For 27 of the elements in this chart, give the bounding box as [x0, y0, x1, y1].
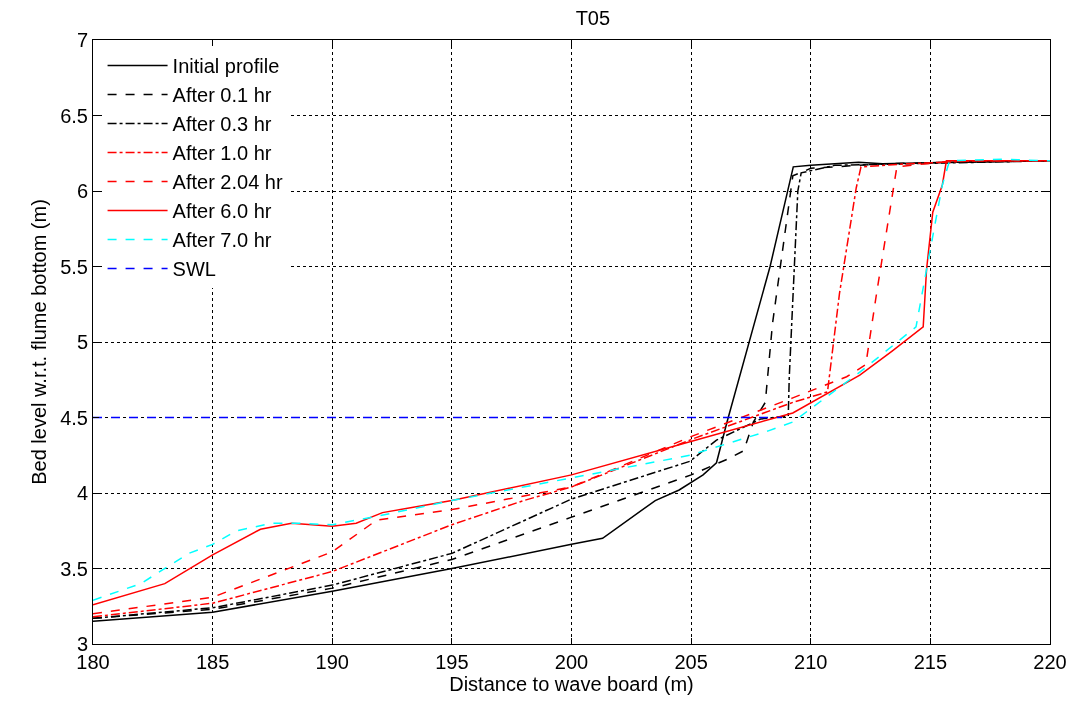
x-tick-label: 185	[195, 651, 230, 673]
legend-label: After 0.3 hr	[172, 113, 272, 136]
y-tick-label: 6	[76, 180, 88, 202]
x-tick-label: 200	[554, 651, 589, 673]
legend-label: SWL	[172, 258, 216, 281]
y-tick-label: 5.5	[60, 255, 88, 278]
x-tick-label: 190	[315, 651, 349, 673]
y-axis-title: Bed level w.r.t. flume bottom (m)	[27, 199, 50, 485]
x-tick-label: 215	[913, 651, 948, 673]
x-tick-label: 210	[794, 651, 828, 673]
y-tick-label: 7	[76, 29, 88, 51]
legend-label: After 6.0 hr	[172, 200, 272, 223]
y-tick-label: 4.5	[60, 406, 88, 429]
y-tick-label: 4	[76, 482, 88, 504]
legend-label: After 0.1 hr	[172, 84, 272, 107]
legend-label: After 1.0 hr	[172, 142, 272, 165]
chart-title: T05	[575, 6, 611, 29]
x-axis-title: Distance to wave board (m)	[449, 673, 694, 695]
legend-label: After 2.04 hr	[172, 171, 283, 194]
y-tick-label: 6.5	[60, 104, 88, 127]
y-tick-label: 5	[76, 331, 88, 353]
x-tick-label: 195	[435, 651, 469, 673]
legend-label: After 7.0 hr	[172, 229, 272, 252]
y-tick-label: 3.5	[60, 557, 88, 580]
x-tick-label: 205	[674, 651, 708, 673]
legend-label: Initial profile	[172, 55, 280, 78]
x-tick-label: 220	[1033, 651, 1067, 673]
